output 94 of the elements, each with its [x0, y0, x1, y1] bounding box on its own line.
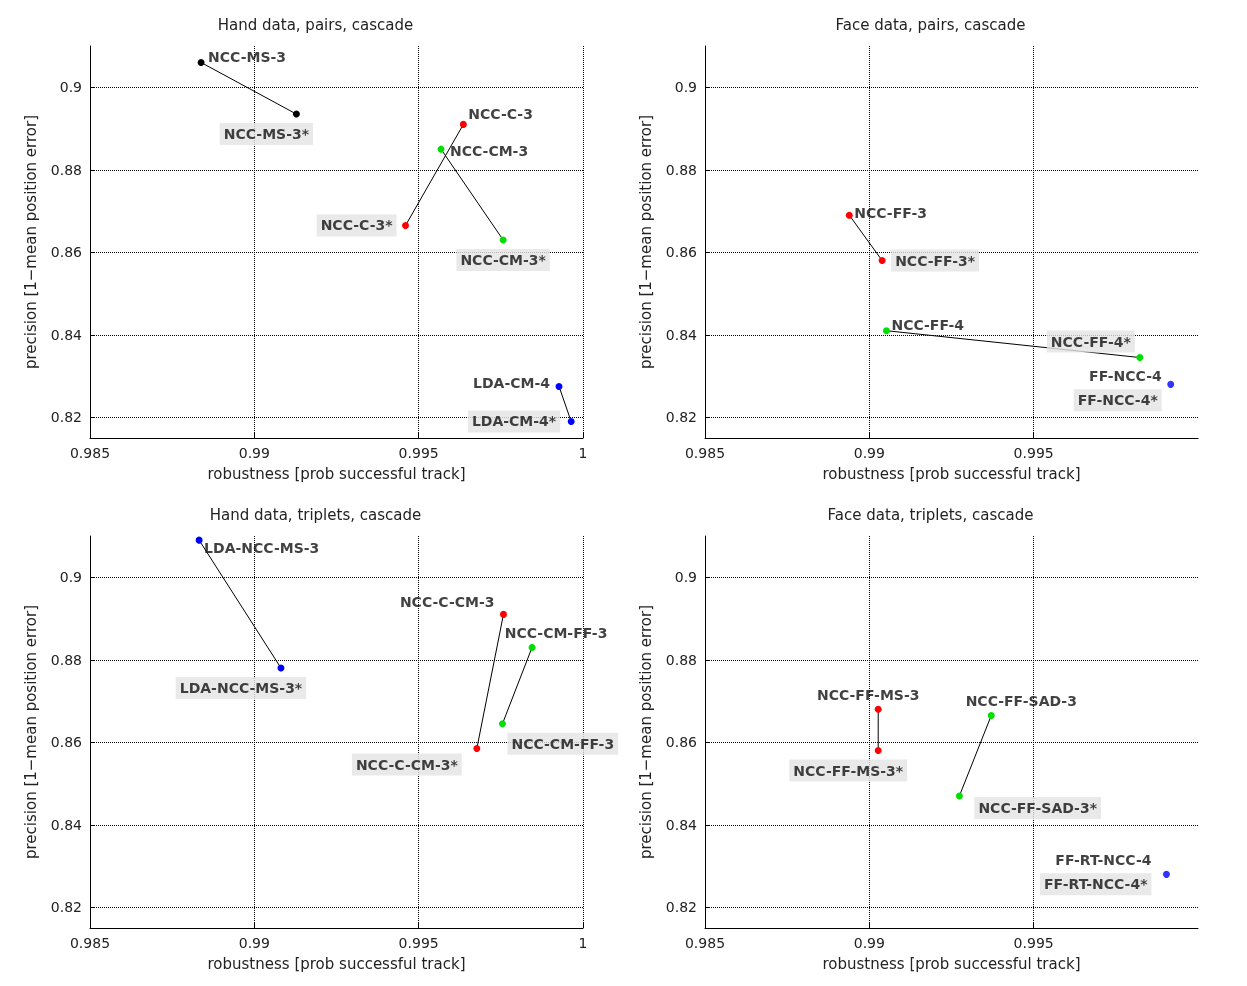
y-tick-label: 0.82 — [665, 899, 697, 916]
point — [195, 536, 203, 544]
x-tick-label: 0.985 — [69, 445, 111, 461]
y-tick-label: 0.88 — [50, 161, 82, 178]
y-axis-title: precision [1−mean position error] — [21, 604, 40, 860]
annotation: FF-RT-NCC-4* — [1044, 876, 1149, 893]
point — [1136, 354, 1144, 362]
annotation: NCC-FF-MS-3 — [816, 687, 920, 704]
annotation: LDA-CM-4 — [473, 375, 551, 392]
annotation: NCC-CM-FF-3 — [504, 625, 608, 642]
point — [874, 705, 882, 713]
chart-title: Hand data, triplets, cascade — [209, 505, 422, 524]
y-tick-label: 0.82 — [50, 899, 82, 916]
point — [882, 327, 890, 335]
x-tick-label: 0.995 — [398, 935, 439, 951]
annotation: NCC-CM-3 — [450, 143, 529, 160]
annotation: NCC-C-3* — [320, 217, 394, 234]
x-tick-label: 0.985 — [69, 935, 111, 951]
annotation: LDA-NCC-MS-3* — [179, 680, 303, 697]
point — [473, 745, 481, 752]
annotation: FF-NCC-4 — [1089, 368, 1162, 385]
y-tick-label: 0.88 — [665, 161, 697, 178]
annotation: LDA-NCC-MS-3 — [204, 540, 320, 557]
x-tick-label: 0.99 — [853, 935, 885, 951]
x-tick-label: 1 — [578, 935, 588, 951]
y-tick-label: 0.84 — [50, 326, 83, 343]
x-tick-label: 0.99 — [238, 445, 270, 461]
y-tick-label: 0.9 — [59, 569, 82, 586]
point — [567, 418, 575, 425]
point — [499, 610, 507, 618]
y-tick-label: 0.84 — [50, 816, 83, 833]
point — [555, 382, 563, 390]
annotation: NCC-FF-4 — [891, 316, 965, 333]
annotation: LDA-CM-4* — [471, 413, 557, 430]
annotation: NCC-CM-3* — [460, 251, 547, 268]
x-tick-label: 0.995 — [398, 445, 439, 461]
y-tick-label: 0.9 — [674, 569, 697, 586]
chart-title: Face data, triplets, cascade — [827, 505, 1034, 524]
y-tick-label: 0.84 — [665, 816, 698, 833]
x-tick-label: 1 — [578, 445, 588, 461]
point — [1167, 380, 1175, 388]
point — [292, 110, 300, 118]
annotation: NCC-C-CM-3* — [355, 756, 459, 773]
annotation: NCC-MS-3* — [223, 126, 310, 143]
y-axis-title: precision [1−mean position error] — [636, 604, 655, 860]
point — [528, 643, 536, 651]
annotation: NCC-FF-SAD-3 — [965, 693, 1077, 710]
y-tick-label: 0.84 — [665, 326, 698, 343]
x-tick-label: 0.985 — [684, 445, 726, 461]
y-tick-label: 0.86 — [665, 734, 698, 751]
x-tick-label: 0.985 — [684, 935, 726, 951]
annotation: NCC-FF-3* — [895, 252, 976, 269]
point — [987, 712, 995, 719]
chart-title: Face data, pairs, cascade — [835, 15, 1026, 34]
annotation: NCC-CM-FF-3 — [511, 735, 615, 752]
x-axis-title: robustness [prob successful track] — [207, 464, 466, 483]
annotation: NCC-FF-3 — [854, 205, 927, 222]
point — [402, 222, 410, 229]
point — [874, 747, 882, 755]
x-tick-label: 0.99 — [238, 935, 270, 951]
chart-title: Hand data, pairs, cascade — [217, 15, 414, 34]
annotation: NCC-FF-SAD-3* — [978, 799, 1098, 816]
point — [1162, 870, 1170, 878]
x-axis-title: robustness [prob successful track] — [822, 464, 1081, 483]
point — [197, 59, 205, 66]
y-tick-label: 0.86 — [665, 244, 698, 261]
x-axis-title: robustness [prob successful track] — [207, 954, 466, 973]
annotation: NCC-FF-4* — [1050, 333, 1132, 350]
point — [845, 211, 853, 219]
y-tick-label: 0.86 — [50, 244, 83, 261]
x-tick-label: 0.995 — [1013, 935, 1054, 951]
point — [955, 792, 963, 800]
y-tick-label: 0.9 — [59, 79, 82, 96]
x-tick-label: 0.995 — [1013, 445, 1054, 461]
y-tick-label: 0.88 — [665, 651, 697, 668]
annotation: NCC-MS-3 — [208, 48, 287, 65]
point — [878, 257, 886, 265]
y-tick-label: 0.82 — [50, 409, 82, 426]
y-tick-label: 0.86 — [50, 734, 83, 751]
y-tick-label: 0.9 — [674, 79, 697, 96]
point — [499, 236, 507, 244]
annotation: FF-NCC-4* — [1077, 392, 1159, 409]
annotation: NCC-C-CM-3 — [399, 594, 495, 611]
point — [459, 120, 467, 128]
annotation: FF-RT-NCC-4 — [1055, 852, 1152, 869]
y-tick-label: 0.88 — [50, 651, 82, 668]
y-axis-title: precision [1−mean position error] — [21, 114, 40, 370]
y-axis-title: precision [1−mean position error] — [636, 114, 655, 370]
annotation: NCC-C-3 — [468, 106, 533, 123]
point — [498, 720, 506, 728]
x-axis-title: robustness [prob successful track] — [822, 954, 1081, 973]
annotation: NCC-FF-MS-3* — [793, 762, 904, 779]
x-tick-label: 0.99 — [853, 445, 885, 461]
y-tick-label: 0.82 — [665, 409, 697, 426]
